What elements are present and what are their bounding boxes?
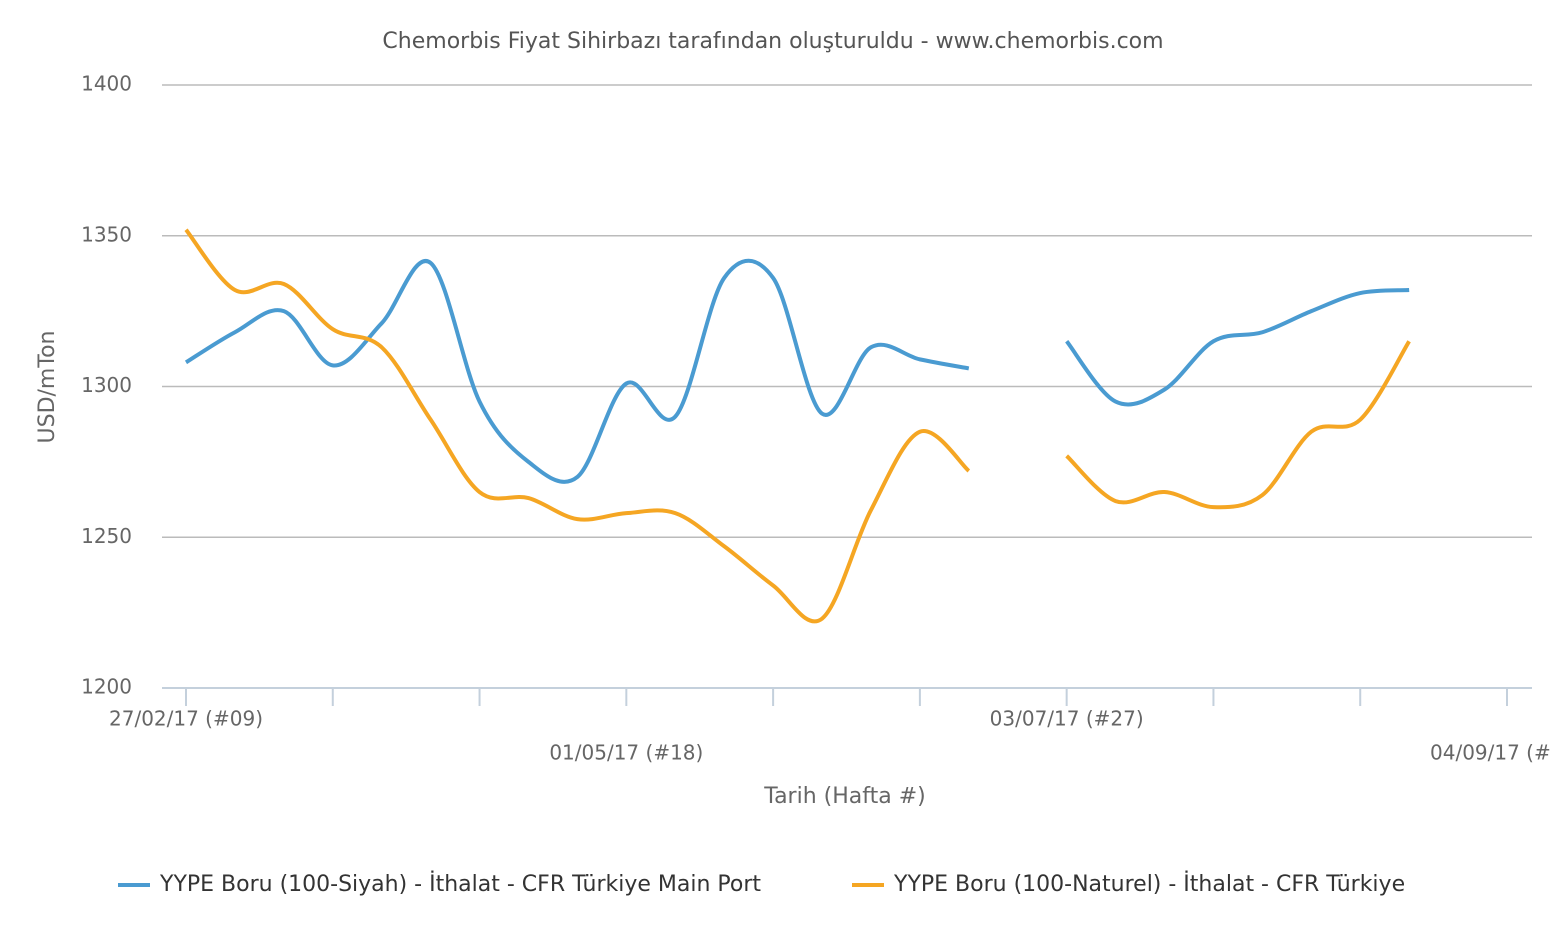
x-tick-label: 01/05/17 (#18) <box>549 741 703 765</box>
x-tick-label: 04/09/17 (#36) <box>1430 741 1552 765</box>
y-axis-title: USD/mTon <box>35 331 60 444</box>
x-tick-label: 27/02/17 (#09) <box>109 707 263 731</box>
y-tick-label: 1300 <box>81 373 132 397</box>
series-line <box>184 259 970 484</box>
x-axis-title: Tarih (Hafta #) <box>763 784 925 809</box>
x-tick-label: 03/07/17 (#27) <box>990 707 1144 731</box>
series-line <box>184 228 971 624</box>
legend-label: YYPE Boru (100-Naturel) - İthalat - CFR … <box>893 871 1405 897</box>
y-tick-label: 1400 <box>81 72 132 96</box>
y-tick-label: 1350 <box>81 222 132 246</box>
legend-label: YYPE Boru (100-Siyah) - İthalat - CFR Tü… <box>159 871 761 897</box>
series-line <box>1065 288 1410 407</box>
series-line <box>1065 340 1411 510</box>
y-tick-label: 1200 <box>81 675 132 699</box>
y-tick-label: 1250 <box>81 524 132 548</box>
chart-title: Chemorbis Fiyat Sihirbazı tarafından olu… <box>382 29 1163 54</box>
